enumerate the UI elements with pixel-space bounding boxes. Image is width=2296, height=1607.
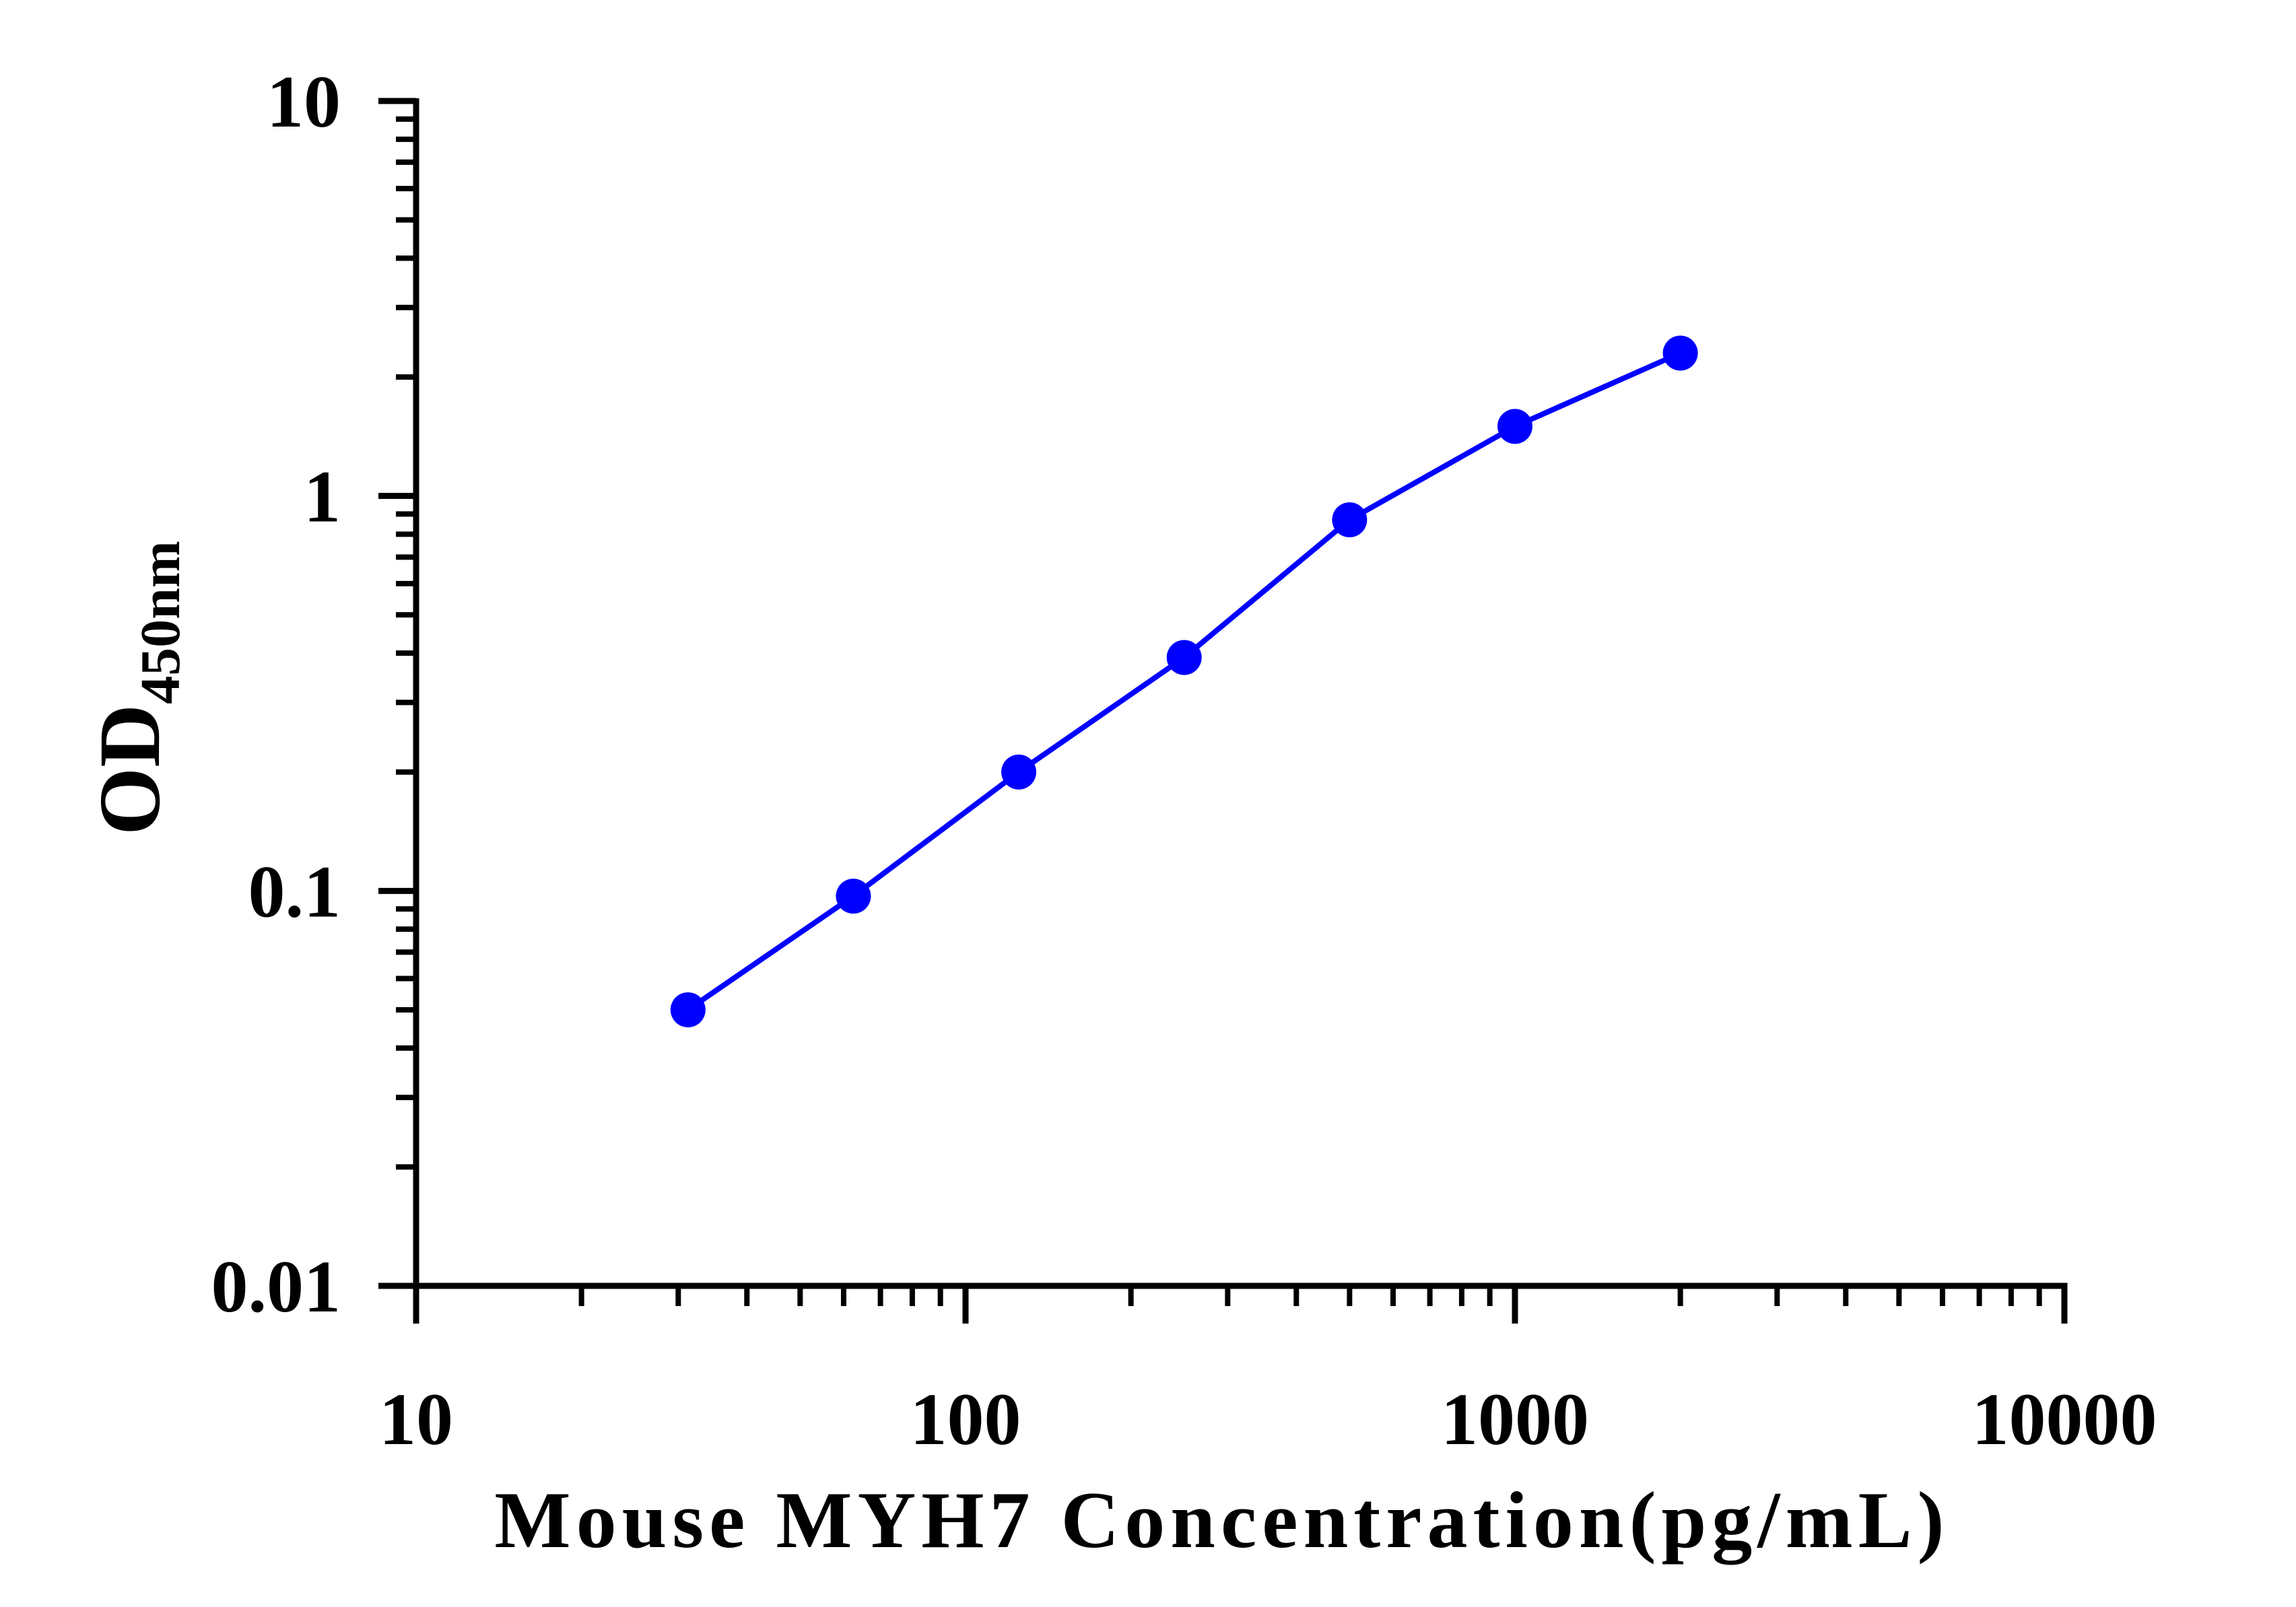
- y-tick-label: 1: [304, 456, 341, 538]
- data-point: [836, 879, 871, 914]
- y-tick-label: 10: [267, 61, 341, 143]
- x-axis-title: Mouse MYH7 Concentration(pg/mL): [494, 1475, 1949, 1565]
- y-tick-label: 0.1: [248, 850, 341, 932]
- data-point: [1662, 335, 1698, 371]
- y-axis-title-main: OD: [81, 704, 178, 835]
- data-point: [1497, 409, 1532, 444]
- data-point: [670, 992, 706, 1027]
- y-axis-title-subscript: 450nm: [129, 541, 192, 704]
- data-point: [1332, 502, 1368, 538]
- x-tick-label: 10: [379, 1378, 453, 1460]
- series-line: [686, 350, 1682, 1013]
- data-point: [1001, 754, 1037, 790]
- axes-layer: 10 100 1000 10000 0.01 0.1 1 10: [211, 61, 2157, 1460]
- data-point: [1166, 640, 1202, 675]
- y-tick-label: 0.01: [211, 1245, 341, 1328]
- x-tick-label: 1000: [1441, 1378, 1589, 1460]
- series-layer: [670, 335, 1698, 1027]
- y-axis-title: OD450nm: [81, 541, 192, 835]
- x-tick-label: 100: [910, 1378, 1021, 1460]
- x-tick-label: 10000: [1972, 1378, 2157, 1460]
